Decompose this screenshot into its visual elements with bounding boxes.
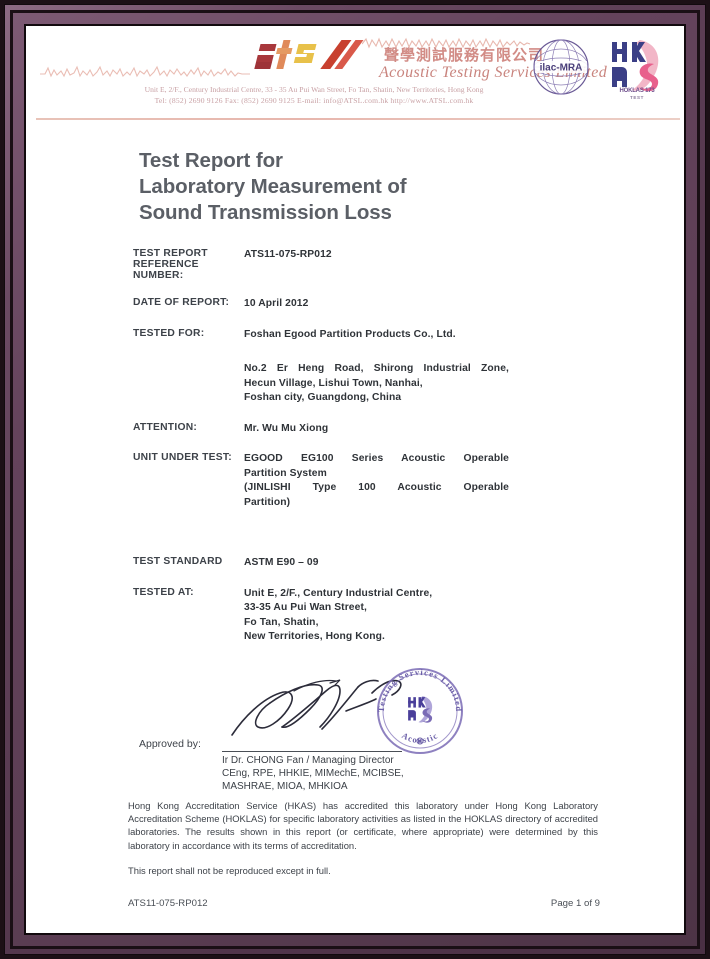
reproduction-notice: This report shall not be reproduced exce… (128, 865, 331, 877)
ilac-mra-logo-icon: ilac-MRA (533, 39, 589, 95)
signature-rule (222, 750, 402, 752)
date-label: DATE OF REPORT: (133, 297, 230, 308)
title-line-1: Test Report for (139, 149, 283, 172)
svg-text:ilac-MRA: ilac-MRA (540, 63, 583, 74)
company-stamp-icon: Testing Services Limited Acoustic (376, 666, 463, 754)
handwritten-signature (231, 678, 402, 736)
hoklas-accreditation-mark: HOKLAS 173 TEST (606, 88, 668, 100)
unit-line-2: Partition System (244, 467, 327, 479)
tested-for-label: TESTED FOR: (133, 327, 205, 339)
address-line-2: Tel: (852) 2690 9126 Fax: (852) 2690 912… (154, 96, 474, 105)
report-fields: TEST REPORT REFERENCE NUMBER: ATS11-075-… (26, 248, 684, 645)
signature-block: Testing Services Limited Acoustic (26, 663, 684, 793)
unit-line-3: (JINLISHI Type 100 Acoustic Operable (244, 482, 509, 493)
test-standard-label: TEST STANDARD (133, 556, 223, 567)
field-row-test-standard: TEST STANDARD ASTM E90 – 09 (26, 556, 684, 571)
hoklas-number: HOKLAS 173 (619, 88, 655, 94)
field-row-tested-for: TESTED FOR: Foshan Egood Partition Produ… (26, 328, 684, 343)
field-row-date: DATE OF REPORT: 10 April 2012 (26, 297, 684, 312)
waveform-decoration-right (362, 37, 530, 49)
attention-label: ATTENTION: (133, 421, 198, 433)
attention-value: Mr. Wu Mu Xiong (244, 422, 329, 434)
hkas-logo-icon (612, 40, 659, 92)
company-address: Unit E, 2/F., Century Industrial Centre,… (34, 84, 594, 106)
unit-under-test-label: UNIT UNDER TEST: (133, 452, 232, 463)
field-row-attention: ATTENTION: Mr. Wu Mu Xiong (26, 422, 684, 437)
tested-at-line-1: Unit E, 2/F., Century Industrial Centre, (244, 587, 433, 599)
footer-document-reference: ATS11-075-RP012 (128, 898, 208, 909)
hoklas-test-label: TEST (630, 95, 644, 100)
signatory-details: Ir Dr. CHONG Fan / Managing Director CEn… (222, 754, 404, 793)
client-address-value: No.2 Er Heng Road, Shirong Industrial Zo… (244, 362, 509, 406)
spacer (26, 526, 684, 556)
date-value: 10 April 2012 (244, 298, 309, 309)
unit-line-1: EGOOD EG100 Series Acoustic Operable (244, 453, 509, 464)
title-line-2: Laboratory Measurement of (139, 175, 407, 198)
test-standard-value: ASTM E90 – 09 (244, 557, 319, 568)
letterhead: 聲學測試服務有限公司 Acoustic Testing Services Lim… (34, 26, 680, 126)
field-row-tested-at: TESTED AT: Unit E, 2/F., Century Industr… (26, 587, 684, 645)
company-name-chinese: 聲學測試服務有限公司 (384, 46, 545, 64)
tested-at-line-2: 33-35 Au Pui Wan Street, (244, 602, 367, 613)
tested-at-value: Unit E, 2/F., Century Industrial Centre,… (244, 587, 509, 645)
accreditation-paragraph: Hong Kong Accreditation Service (HKAS) h… (128, 799, 598, 851)
client-address-line-2: Hecun Village, Lishui Town, Nanhai, (244, 377, 423, 389)
frame-inner-edge (24, 24, 686, 935)
tested-at-line-3: Fo Tan, Shatin, (244, 616, 319, 628)
footer-page-number: Page 1 of 9 (550, 898, 600, 909)
waveform-decoration-left (40, 65, 250, 78)
tested-for-value: Foshan Egood Partition Products Co., Ltd… (244, 328, 456, 340)
signatory-quals-1: CEng, RPE, HHKIE, MIMechE, MCIBSE, (222, 767, 404, 779)
unit-line-4: Partition) (244, 496, 291, 508)
address-line-1: Unit E, 2/F., Century Industrial Centre,… (144, 85, 484, 94)
signatory-quals-2: MASHRAE, MIOA, MHKIOA (222, 780, 348, 792)
unit-under-test-value: EGOOD EG100 Series Acoustic Operable Par… (244, 452, 509, 510)
document-page: 聲學測試服務有限公司 Acoustic Testing Services Lim… (26, 26, 684, 933)
client-address-line-1: No.2 Er Heng Road, Shirong Industrial Zo… (244, 363, 509, 374)
title-line-3: Sound Transmission Loss (139, 201, 392, 224)
client-address-label-empty (26, 362, 244, 406)
field-row-unit-under-test: UNIT UNDER TEST: EGOOD EG100 Series Acou… (26, 452, 684, 510)
header-divider (36, 118, 680, 120)
page-footer: ATS11-075-RP012 Page 1 of 9 (128, 898, 600, 909)
field-row-reference: TEST REPORT REFERENCE NUMBER: ATS11-075-… (26, 248, 684, 281)
approved-by-label: Approved by: (139, 737, 201, 750)
reference-label: TEST REPORT REFERENCE NUMBER: (133, 248, 208, 281)
signatory-name: Ir Dr. CHONG Fan / Managing Director (222, 754, 394, 766)
atsl-logo-icon (254, 40, 364, 69)
tested-at-label: TESTED AT: (133, 586, 194, 598)
page-title: Test Report for Laboratory Measurement o… (139, 148, 684, 226)
field-row-client-address: No.2 Er Heng Road, Shirong Industrial Zo… (26, 362, 684, 406)
reference-value: ATS11-075-RP012 (244, 249, 332, 260)
client-address-line-3: Foshan city, Guangdong, China (244, 392, 402, 403)
tested-at-line-4: New Territories, Hong Kong. (244, 631, 385, 642)
